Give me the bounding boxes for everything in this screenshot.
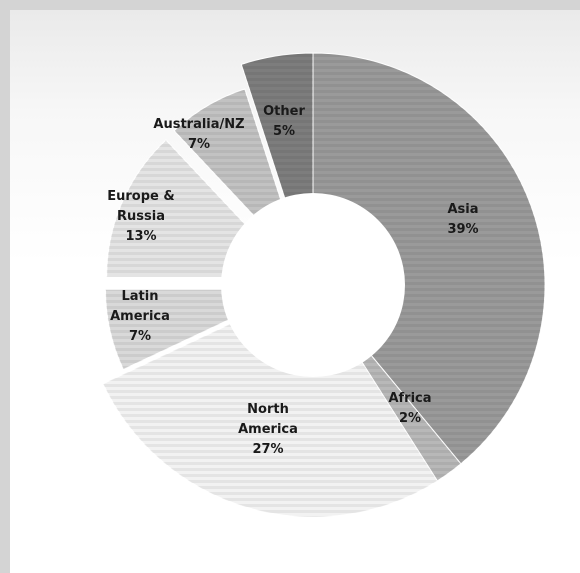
slice-label-europe-russia: Europe & Russia 13%	[107, 189, 174, 244]
slice-label-africa: Africa 2%	[388, 391, 431, 426]
slice-label-line: 27%	[252, 442, 283, 457]
slice-label-latin-america: Latin America 7%	[110, 289, 170, 344]
slice-label-line: Russia	[117, 209, 165, 224]
slice-texture-north-america	[103, 285, 438, 517]
slice-label-line: North	[247, 402, 289, 417]
slice-label-australia-nz: Australia/NZ 7%	[153, 117, 244, 152]
slice-texture-asia	[313, 53, 545, 464]
slice-label-line: America	[110, 309, 170, 324]
slice-label-line: 7%	[188, 137, 210, 152]
slice-label-north-america: North America 27%	[238, 402, 298, 457]
slice-label-asia: Asia 39%	[447, 202, 478, 237]
slice-label-line: Latin	[122, 289, 159, 304]
slice-label-line: 39%	[447, 222, 478, 237]
slice-label-line: 5%	[273, 124, 295, 139]
slice-label-other: Other 5%	[263, 104, 305, 139]
slice-label-line: Europe &	[107, 189, 174, 204]
donut-hole	[221, 193, 405, 377]
donut-labels: Asia 39% Africa 2% North America 27% Latin Ameri…	[107, 104, 478, 457]
slice-label-line: 2%	[399, 411, 421, 426]
slice-label-line: Other	[263, 104, 305, 119]
slice-label-line: 7%	[129, 329, 151, 344]
slice-label-line: Australia/NZ	[153, 117, 244, 132]
slice-label-line: Asia	[447, 202, 478, 217]
slice-label-line: Africa	[388, 391, 431, 406]
slice-label-line: 13%	[125, 229, 156, 244]
slice-label-line: America	[238, 422, 298, 437]
